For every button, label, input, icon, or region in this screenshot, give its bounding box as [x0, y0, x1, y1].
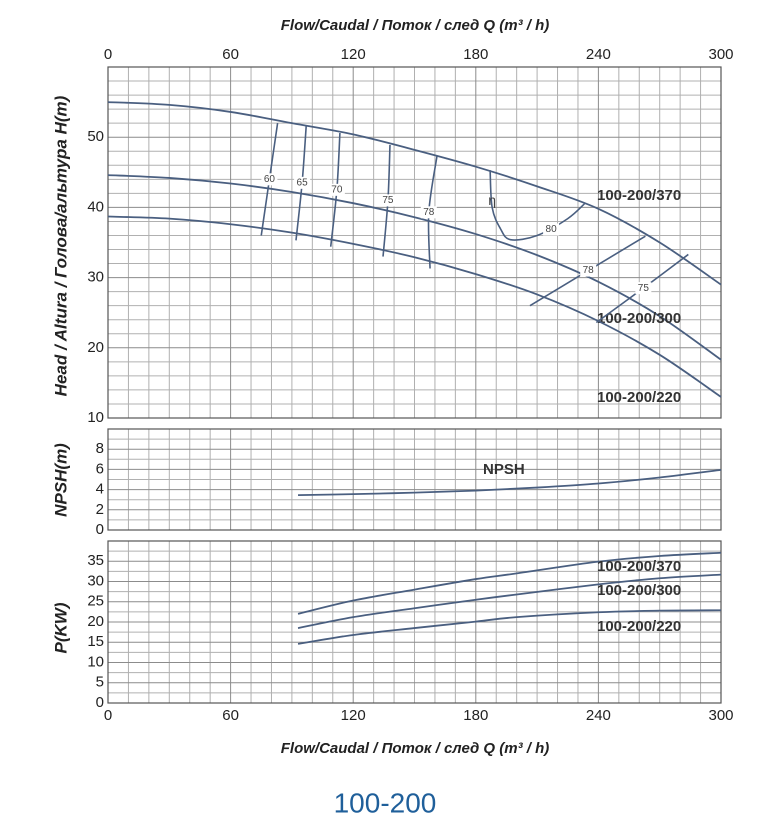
curve-label: 100-200/370 [597, 558, 681, 575]
curve-label: 100-200/370 [597, 187, 681, 204]
curve [298, 469, 722, 497]
curve [297, 609, 722, 645]
efficiency-symbol: η [488, 192, 496, 208]
x-tick-label: 240 [586, 46, 611, 63]
x-tick-label: 0 [104, 46, 112, 63]
x-tick-label: 60 [222, 707, 239, 724]
y-tick-label: 6 [96, 460, 104, 477]
y-tick-label: 30 [87, 269, 104, 286]
y-tick-label: 20 [87, 613, 104, 630]
y-axis-title: Head / Altura / Голова/альтура H(m) [51, 95, 70, 396]
efficiency-curve [489, 170, 586, 241]
y-tick-label: 40 [87, 198, 104, 215]
efficiency-label-bg [328, 183, 345, 196]
curve-label: 100-200/220 [597, 389, 681, 406]
efficiency-label: 75 [382, 195, 394, 206]
y-tick-label: 10 [87, 409, 104, 426]
x-tick-label: 240 [586, 707, 611, 724]
model-title: 100-200 [334, 787, 437, 818]
efficiency-label-bg [261, 173, 278, 186]
x-tick-label: 120 [341, 46, 366, 63]
x-tick-label: 180 [463, 46, 488, 63]
efficiency-label-bg [543, 223, 560, 236]
y-tick-label: 4 [96, 481, 104, 498]
efficiency-label-bg [294, 176, 311, 189]
curve-label: 100-200/300 [597, 310, 681, 327]
efficiency-label: 80 [546, 224, 558, 235]
x-tick-label: 60 [222, 46, 239, 63]
efficiency-label: 65 [297, 177, 309, 188]
y-tick-label: 10 [87, 653, 104, 670]
plot-frame [107, 66, 722, 419]
efficiency-label: 75 [638, 283, 650, 294]
x-axis-title: Flow/Caudal / Поток / след Q (m³ / h) [281, 740, 549, 757]
y-tick-label: 50 [87, 128, 104, 145]
curve [297, 573, 722, 629]
y-tick-label: 5 [96, 674, 104, 691]
x-tick-label: 300 [708, 46, 733, 63]
curve-label: NPSH [483, 461, 525, 478]
efficiency-label-bg [635, 282, 652, 295]
curve [297, 551, 722, 615]
efficiency-label: 70 [331, 184, 343, 195]
y-axis-title: NPSH(m) [51, 443, 70, 517]
efficiency-label-bg [580, 264, 597, 277]
curve [107, 174, 722, 361]
x-tick-label: 120 [341, 707, 366, 724]
x-tick-label: 0 [104, 707, 112, 724]
y-tick-label: 25 [87, 593, 104, 610]
y-tick-label: 30 [87, 572, 104, 589]
efficiency-label: 60 [264, 174, 276, 185]
plot-frame [107, 428, 722, 531]
efficiency-label-bg [420, 206, 437, 219]
y-tick-label: 2 [96, 501, 104, 518]
y-axis-title: P(KW) [51, 602, 70, 653]
efficiency-label: 78 [423, 207, 435, 218]
curve-label: 100-200/220 [597, 618, 681, 635]
y-tick-label: 20 [87, 339, 104, 356]
y-tick-label: 0 [96, 694, 104, 711]
curve [107, 101, 722, 286]
plot-frame [107, 540, 722, 704]
curve [107, 215, 722, 398]
x-tick-label: 300 [708, 707, 733, 724]
y-tick-label: 15 [87, 633, 104, 650]
y-tick-label: 8 [96, 440, 104, 457]
x-axis-title: Flow/Caudal / Поток / след Q (m³ / h) [281, 17, 549, 34]
x-tick-label: 180 [463, 707, 488, 724]
y-tick-label: 0 [96, 521, 104, 538]
y-tick-label: 35 [87, 552, 104, 569]
efficiency-label-bg [379, 194, 396, 207]
efficiency-label: 78 [583, 265, 595, 276]
curve-label: 100-200/300 [597, 582, 681, 599]
